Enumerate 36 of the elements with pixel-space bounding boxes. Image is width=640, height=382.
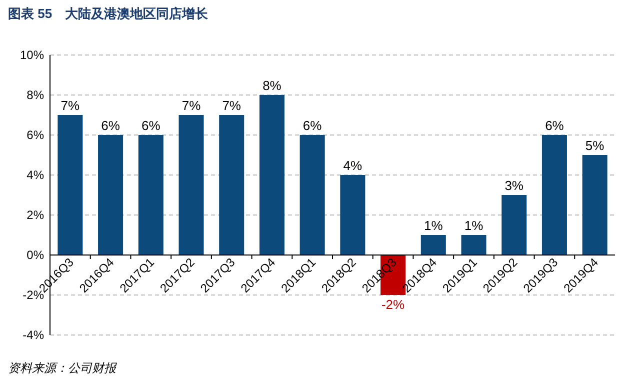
data-label: 5% [585, 138, 605, 153]
bar [259, 95, 284, 255]
bar [542, 135, 567, 255]
y-tick-label: 2% [26, 208, 44, 222]
y-tick-label: -4% [22, 328, 44, 342]
chart-title: 图表 55 大陆及港澳地区同店增长 [8, 6, 210, 21]
bar [58, 115, 83, 255]
data-label: 6% [545, 118, 564, 133]
bar [582, 155, 608, 255]
data-label: 6% [101, 118, 120, 133]
y-tick-label: 4% [26, 168, 44, 182]
data-label: 7% [222, 98, 242, 113]
data-label: 7% [182, 98, 202, 113]
y-tick-label: 8% [26, 88, 44, 102]
y-tick-label: 0% [26, 248, 44, 262]
bar [461, 235, 486, 255]
bar [98, 135, 124, 255]
data-label: 1% [424, 218, 444, 233]
data-label: -2% [381, 297, 406, 312]
data-label: 8% [262, 78, 282, 93]
text: 资料来源：公司财报 [8, 361, 117, 375]
data-label: 6% [141, 118, 161, 133]
data-label: 3% [504, 178, 524, 193]
bar [300, 135, 325, 255]
bar [138, 135, 164, 255]
bar [219, 115, 244, 255]
data-label: 4% [343, 158, 363, 173]
data-label: 1% [464, 218, 484, 233]
bar [420, 235, 446, 255]
bar [340, 175, 366, 255]
y-tick-label: 10% [20, 48, 44, 62]
y-tick-label: 6% [26, 128, 44, 142]
data-label: 6% [302, 118, 322, 133]
data-label: 7% [60, 98, 80, 113]
bar [502, 195, 527, 255]
bar [178, 115, 204, 255]
